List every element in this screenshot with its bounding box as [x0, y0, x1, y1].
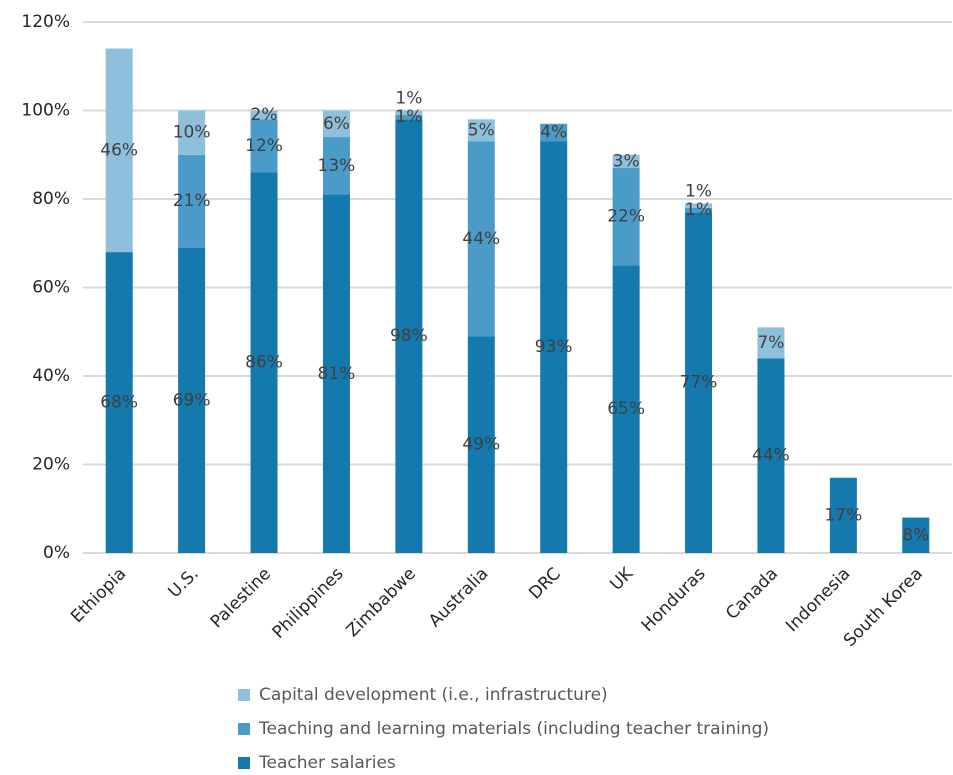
- value-label: 1%: [395, 89, 422, 109]
- value-label: 13%: [318, 156, 356, 176]
- value-label: 69%: [173, 390, 211, 410]
- value-label: 6%: [323, 114, 350, 134]
- x-tick-label: Zimbabwe: [343, 564, 420, 641]
- value-label: 98%: [390, 326, 428, 346]
- bar-segment: [178, 247, 206, 554]
- bar-segment: [685, 207, 713, 213]
- x-tick-label: Philippines: [269, 564, 348, 643]
- bar-segment: [105, 252, 133, 553]
- value-label: 2%: [251, 105, 278, 125]
- legend-swatch: [238, 723, 250, 735]
- bar-segment: [612, 154, 640, 169]
- bar-segment: [322, 110, 350, 138]
- legend-label: Teacher salaries: [258, 753, 396, 773]
- y-tick-label: 80%: [32, 189, 70, 209]
- value-label: 81%: [318, 364, 356, 384]
- value-label: 68%: [100, 393, 138, 413]
- x-tick-label: Indonesia: [782, 564, 854, 636]
- x-tick-label: Canada: [722, 564, 782, 624]
- y-tick-label: 120%: [21, 12, 70, 32]
- value-label: 77%: [680, 373, 718, 393]
- bar-segment: [395, 119, 423, 553]
- bar-segment: [250, 119, 278, 173]
- value-label: 22%: [607, 207, 645, 227]
- bar-segment: [178, 154, 206, 248]
- x-tick-label: Honduras: [638, 564, 710, 636]
- bar-segment: [250, 110, 278, 120]
- bar-segment: [685, 212, 713, 553]
- legend-swatch: [238, 757, 250, 769]
- x-tick-label: DRC: [525, 564, 565, 604]
- value-label: 12%: [245, 136, 283, 156]
- legend-label: Teaching and learning materials (includi…: [258, 719, 769, 739]
- y-tick-label: 0%: [43, 543, 70, 563]
- value-label: 10%: [173, 123, 211, 143]
- value-label: 5%: [468, 120, 495, 140]
- bar-segment: [902, 517, 930, 553]
- value-label: 86%: [245, 353, 283, 373]
- y-tick-label: 100%: [21, 101, 70, 121]
- value-label: 7%: [757, 333, 784, 353]
- y-tick-label: 60%: [32, 278, 70, 298]
- value-label: 44%: [462, 229, 500, 249]
- bar-segment: [105, 48, 133, 253]
- legend-swatch: [238, 689, 250, 701]
- bar-segment: [685, 203, 713, 208]
- bar-segment: [757, 327, 785, 359]
- bar-segment: [322, 137, 350, 195]
- bar-segment: [612, 168, 640, 266]
- y-tick-label: 40%: [32, 366, 70, 386]
- bar-segment: [467, 141, 495, 337]
- x-tick-label: U.S.: [164, 564, 202, 602]
- bar-segment: [829, 477, 857, 553]
- value-label: 3%: [613, 151, 640, 171]
- bar-segment: [395, 114, 423, 120]
- value-label: 21%: [173, 191, 211, 211]
- bar-segment: [612, 265, 640, 553]
- bar-segment: [540, 123, 568, 142]
- value-label: 1%: [685, 181, 712, 201]
- bar-segment: [250, 172, 278, 553]
- x-tick-label: Palestine: [207, 564, 275, 632]
- bar-segment: [467, 336, 495, 553]
- bar-segment: [467, 119, 495, 142]
- legend-label: Capital development (i.e., infrastructur…: [259, 685, 608, 705]
- bar-segment: [178, 110, 206, 155]
- bar-segment: [322, 194, 350, 553]
- value-label: 44%: [752, 446, 790, 466]
- value-label: 65%: [607, 399, 645, 419]
- bar-segment: [540, 141, 568, 553]
- value-label: 8%: [902, 525, 929, 545]
- x-tick-label: Australia: [425, 564, 492, 631]
- x-tick-label: UK: [606, 563, 637, 594]
- value-label: 4%: [540, 123, 567, 143]
- value-label: 93%: [535, 337, 573, 357]
- value-label: 1%: [395, 107, 422, 127]
- value-label: 49%: [462, 435, 500, 455]
- y-tick-label: 20%: [32, 455, 70, 475]
- value-label: 17%: [824, 505, 862, 525]
- value-label: 46%: [100, 140, 138, 160]
- x-tick-label: Ethiopia: [67, 564, 130, 627]
- bar-segment: [757, 358, 785, 553]
- value-label: 1%: [685, 200, 712, 220]
- bar-segment: [395, 110, 423, 115]
